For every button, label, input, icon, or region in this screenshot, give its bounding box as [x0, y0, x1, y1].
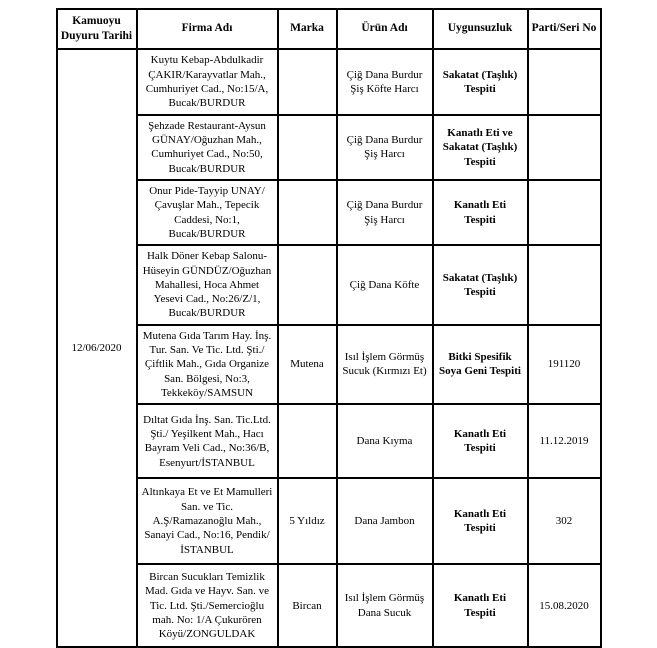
col-header-brand: Marka	[276, 8, 338, 50]
brand-cell: Bircan	[276, 563, 338, 648]
col-header-nonconformity: Uygunsuzluk	[431, 8, 529, 50]
table-row: Altınkaya Et ve Et Mamulleri San. ve Tic…	[57, 477, 602, 566]
brand-cell	[276, 113, 338, 182]
nonconformity-cell: Kanatlı Eti Tespiti	[431, 403, 529, 480]
batch-cell: 191120	[526, 323, 602, 406]
batch-cell: 11.12.2019	[526, 403, 602, 480]
table-row: Onur Pide-Tayyip UNAY/Çavuşlar Mah., Tep…	[57, 179, 602, 247]
product-cell: Çiğ Dana Burdur Şiş Köfte Harcı	[335, 47, 434, 116]
table-row: Şehzade Restaurant-Aysun GÜNAY/Oğuzhan M…	[57, 113, 602, 182]
company-cell: Onur Pide-Tayyip UNAY/Çavuşlar Mah., Tep…	[135, 179, 279, 247]
brand-cell	[276, 244, 338, 326]
product-cell: Çiğ Dana Burdur Şiş Harcı	[335, 179, 434, 247]
announcement-date-cell: 12/06/2020	[55, 47, 138, 648]
col-header-company-name: Firma Adı	[135, 8, 279, 50]
nonconformity-cell: Sakatat (Taşlık) Tespiti	[431, 47, 529, 116]
batch-cell: 15.08.2020	[526, 563, 602, 648]
nonconformity-cell: Kanatlı Eti Tespiti	[431, 179, 529, 247]
header-row: Kamuoyu Duyuru Tarihi Firma Adı Marka Ür…	[55, 8, 602, 50]
table-row: Dıltat Gıda İnş. San. Tic.Ltd. Şti./ Yeş…	[57, 403, 602, 480]
product-cell: Dana Jambon	[335, 477, 434, 566]
nonconformity-cell: Kanatlı Eti Tespiti	[431, 563, 529, 648]
company-cell: Altınkaya Et ve Et Mamulleri San. ve Tic…	[135, 477, 279, 566]
brand-cell: 5 Yıldız	[276, 477, 338, 566]
product-cell: Isıl İşlem Görmüş Sucuk (Kırmızı Et)	[335, 323, 434, 406]
col-header-product-name: Ürün Adı	[335, 8, 434, 50]
brand-cell	[276, 403, 338, 480]
batch-cell	[526, 47, 602, 116]
batch-cell: 302	[526, 477, 602, 566]
product-cell: Dana Kıyma	[335, 403, 434, 480]
product-cell: Çiğ Dana Burdur Şiş Harcı	[335, 113, 434, 182]
document-page: Kamuoyu Duyuru Tarihi Firma Adı Marka Ür…	[55, 8, 602, 648]
brand-cell	[276, 179, 338, 247]
batch-cell	[526, 244, 602, 326]
company-cell: Kuytu Kebap-Abdulkadir ÇAKIR/Karayvatlar…	[135, 47, 279, 116]
brand-cell	[276, 47, 338, 116]
brand-cell: Mutena	[276, 323, 338, 406]
batch-cell	[526, 179, 602, 247]
company-cell: Bircan Sucukları Temizlik Mad. Gıda ve H…	[135, 563, 279, 648]
col-header-batch-serial-no: Parti/Seri No	[526, 8, 602, 50]
table-row: Bircan Sucukları Temizlik Mad. Gıda ve H…	[57, 563, 602, 648]
product-cell: Isıl İşlem Görmüş Dana Sucuk	[335, 563, 434, 648]
nonconformity-cell: Kanatlı Eti Tespiti	[431, 477, 529, 566]
nonconformity-cell: Bitki Spesifik Soya Geni Tespiti	[431, 323, 529, 406]
company-cell: Mutena Gıda Tarım Hay. İnş. Tur. San. Ve…	[135, 323, 279, 406]
company-cell: Dıltat Gıda İnş. San. Tic.Ltd. Şti./ Yeş…	[135, 403, 279, 480]
company-cell: Şehzade Restaurant-Aysun GÜNAY/Oğuzhan M…	[135, 113, 279, 182]
product-cell: Çiğ Dana Köfte	[335, 244, 434, 326]
nonconformity-cell: Kanatlı Eti ve Sakatat (Taşlık) Tespiti	[431, 113, 529, 182]
table-row: Halk Döner Kebap Salonu-Hüseyin GÜNDÜZ/O…	[57, 244, 602, 326]
nonconformity-cell: Sakatat (Taşlık) Tespiti	[431, 244, 529, 326]
table-row: Mutena Gıda Tarım Hay. İnş. Tur. San. Ve…	[57, 323, 602, 406]
col-header-announcement-date: Kamuoyu Duyuru Tarihi	[55, 8, 138, 50]
recall-table: Kamuoyu Duyuru Tarihi Firma Adı Marka Ür…	[55, 8, 602, 648]
batch-cell	[526, 113, 602, 182]
table-row: 12/06/2020 Kuytu Kebap-Abdulkadir ÇAKIR/…	[55, 47, 602, 648]
company-cell: Halk Döner Kebap Salonu-Hüseyin GÜNDÜZ/O…	[135, 244, 279, 326]
